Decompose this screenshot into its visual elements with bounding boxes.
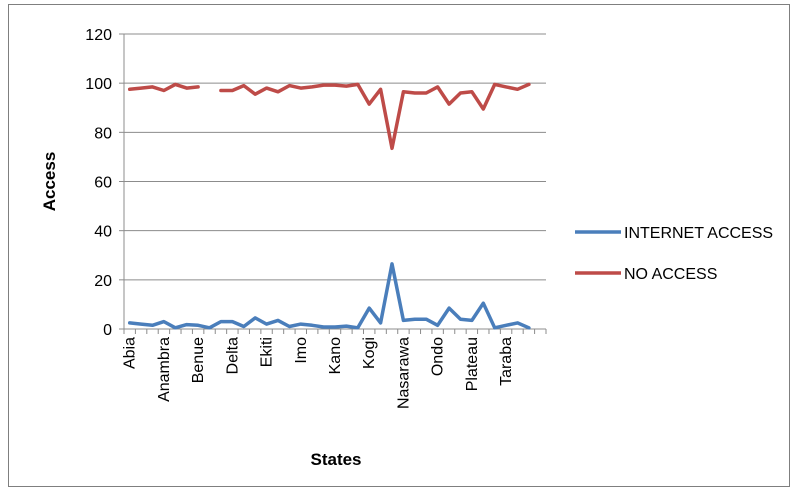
x-axis-title: States [310,450,361,469]
x-tick-label: Kano [327,337,344,374]
legend-label: NO ACCESS [624,266,717,283]
gridlines [124,33,546,281]
y-tick-label: 40 [94,224,112,241]
series-line [127,82,200,93]
chart-frame: 0 20 40 60 80 100 120 Abia Anambra Benue Delta Eki… [8,4,790,487]
x-tick-label: Delta [224,337,241,374]
y-tick-label: 20 [94,273,112,290]
y-tick-label: 80 [94,125,112,142]
x-tick-label: Benue [190,337,207,383]
series-line [219,82,531,151]
y-tick-labels: 0 20 40 60 80 100 120 [85,27,112,339]
y-tick-label: 100 [85,76,112,93]
series-line [127,262,531,330]
x-tick-label: Taraba [498,337,515,386]
x-tick-label: Abia [122,337,139,369]
series-lines [127,82,531,330]
x-tick-label: Anambra [156,337,173,402]
y-tick-label: 60 [94,175,112,192]
axes [119,33,547,334]
legend: INTERNET ACCESS NO ACCESS [575,225,773,283]
y-axis-title: Access [40,152,59,212]
y-tick-label: 120 [85,27,112,44]
x-tick-labels: Abia Anambra Benue Delta Ekiti Imo Kano Kogi Nas… [122,337,515,409]
x-tick-label: Plateau [464,337,481,391]
x-tick-label: Imo [293,337,310,364]
y-tick-label: 0 [103,322,112,339]
line-chart: 0 20 40 60 80 100 120 Abia Anambra Benue Delta Eki… [40,27,773,469]
legend-label: INTERNET ACCESS [624,225,773,242]
x-tick-label: Nasarawa [395,337,412,409]
x-tick-label: Kogi [361,337,378,369]
x-tick-label: Ekiti [259,337,276,367]
x-tick-label: Ondo [430,337,447,376]
